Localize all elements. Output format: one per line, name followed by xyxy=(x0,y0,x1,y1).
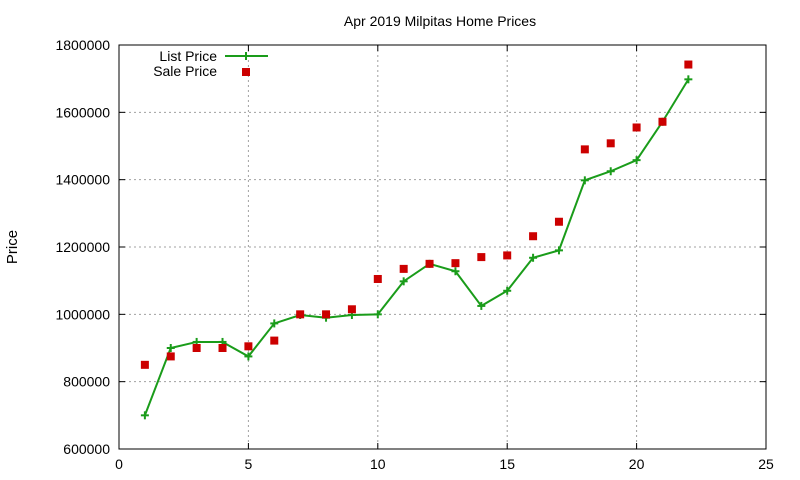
data-point-sale-price xyxy=(166,352,175,361)
x-tick-label: 20 xyxy=(629,456,645,472)
data-point-sale-price xyxy=(244,342,253,351)
x-tick-label: 10 xyxy=(370,456,386,472)
data-point-sale-price xyxy=(296,310,305,319)
data-point-sale-price xyxy=(503,251,512,260)
legend-swatch-sale-price-marker xyxy=(242,68,250,76)
grid-layer xyxy=(119,45,766,449)
data-point-sale-price xyxy=(632,123,641,132)
x-tick-label: 5 xyxy=(245,456,253,472)
data-point-sale-price xyxy=(529,232,538,241)
legend-label-list-price: List Price xyxy=(159,48,217,64)
x-tick-label: 15 xyxy=(499,456,515,472)
data-point-sale-price xyxy=(684,60,693,69)
y-tick-label: 1600000 xyxy=(55,104,110,120)
data-point-list-price xyxy=(632,156,641,165)
y-tick-label: 1200000 xyxy=(55,239,110,255)
y-tick-label: 1800000 xyxy=(55,37,110,53)
data-point-sale-price xyxy=(373,274,382,283)
data-point-sale-price xyxy=(192,344,201,352)
data-point-sale-price xyxy=(425,259,434,268)
data-point-list-price xyxy=(399,277,408,286)
y-tick-label: 800000 xyxy=(63,374,110,390)
data-point-sale-price xyxy=(658,117,667,126)
data-point-sale-price xyxy=(580,145,589,154)
data-point-list-price xyxy=(270,319,279,328)
legend-swatch-list-price-marker xyxy=(242,52,250,60)
data-point-list-price xyxy=(529,253,538,262)
y-tick-label: 600000 xyxy=(63,441,110,457)
data-point-list-price xyxy=(477,301,486,310)
y-tick-label: 1400000 xyxy=(55,172,110,188)
x-tick-label: 25 xyxy=(758,456,774,472)
plot-frame xyxy=(118,44,767,450)
data-point-list-price xyxy=(140,411,149,420)
data-point-list-price xyxy=(166,344,175,352)
series-line-list-price xyxy=(143,78,690,416)
data-point-list-price xyxy=(580,176,589,185)
data-point-sale-price xyxy=(218,344,227,352)
data-point-sale-price xyxy=(399,264,408,273)
data-point-list-price xyxy=(244,352,253,361)
data-point-list-price xyxy=(451,267,460,276)
y-axis-label: Price xyxy=(4,230,21,264)
chart-title: Apr 2019 Milpitas Home Prices xyxy=(344,13,536,29)
legend-label-sale-price: Sale Price xyxy=(153,63,217,79)
data-point-sale-price xyxy=(451,259,460,268)
data-point-list-price xyxy=(684,75,693,84)
data-point-list-price xyxy=(503,286,512,295)
data-point-list-price xyxy=(373,310,382,319)
series-layer xyxy=(140,60,693,420)
y-tick-label: 1000000 xyxy=(55,306,110,322)
legend: List Price Sale Price xyxy=(153,48,268,79)
data-point-sale-price xyxy=(270,336,279,345)
data-point-sale-price xyxy=(140,360,149,369)
data-point-sale-price xyxy=(347,305,356,314)
data-point-sale-price xyxy=(554,217,563,226)
x-tick-label: 0 xyxy=(115,456,123,472)
data-point-list-price xyxy=(606,167,615,176)
data-point-sale-price xyxy=(606,139,615,148)
data-point-sale-price xyxy=(322,310,331,319)
data-point-list-price xyxy=(554,246,563,255)
data-point-sale-price xyxy=(477,253,486,262)
